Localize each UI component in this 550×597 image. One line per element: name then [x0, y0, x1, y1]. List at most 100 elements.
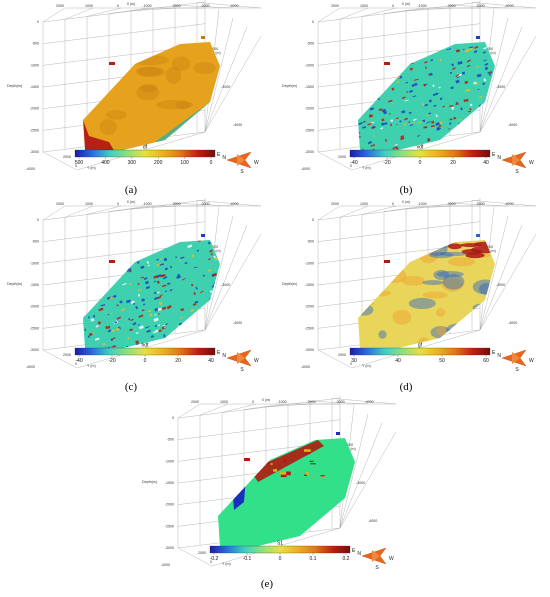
x-tick-label: 1000: [360, 202, 368, 206]
outlier-patch: [336, 432, 340, 435]
colorbar-tick-label: -40: [75, 358, 82, 364]
panel-e: 2000 1000 0 -1000 -2000 -3000 -4000 X (m) 0 -500 -…: [140, 396, 410, 578]
bottom-tick-label: 0: [75, 164, 77, 168]
colorbar-end-label: E: [217, 152, 221, 158]
y-tick-label: -4000: [233, 123, 242, 127]
fault-surface: [358, 36, 495, 152]
depth-axis-title: Depth(m): [282, 84, 297, 88]
depth-tick-label: -1000: [165, 459, 174, 463]
x-tick-label: -4000: [229, 202, 238, 206]
compass-south: S: [375, 565, 379, 571]
depth-tick-label: -2500: [30, 128, 39, 132]
depth-tick-label: -500: [307, 240, 314, 244]
outlier-patch: [201, 234, 205, 237]
compass-icon: N S W: [222, 151, 259, 175]
fault-surface: [218, 432, 355, 548]
x-tick-label: 0: [117, 202, 119, 206]
x-tick-label: 1000: [360, 4, 368, 8]
compass-north: N: [497, 155, 501, 161]
outlier-patch: [476, 234, 480, 237]
x-tick-label: -4000: [364, 400, 373, 404]
depth-tick-label: -1500: [30, 283, 39, 287]
depth-axis-title: Depth(m): [282, 282, 297, 286]
y-tick-label: -2000: [209, 245, 218, 249]
depth-tick-label: -1500: [305, 283, 314, 287]
x-tick-label: 0: [392, 4, 394, 8]
depth-tick-label: 0: [312, 20, 314, 24]
x-tick-label: -2000: [446, 202, 455, 206]
colorbar-tick-label: -20: [383, 160, 390, 166]
y-tick-label: -3000: [221, 85, 230, 89]
panel-d: 2000 1000 0 -1000 -2000 -3000 -4000 X (m) 0 -500 -…: [280, 198, 550, 380]
fault-surface: [83, 234, 220, 350]
outlier-patch: [244, 458, 250, 461]
depth-tick-label: -2000: [305, 107, 314, 111]
y-axis-title: Y (m): [212, 249, 221, 253]
y-tick-label: -4000: [508, 321, 517, 325]
colorbar-tick-label: 40: [208, 358, 214, 364]
x-tick-label: -2000: [446, 4, 455, 8]
panel-c-caption: (c): [124, 381, 138, 393]
depth-tick-label: -2500: [305, 326, 314, 330]
y-axis-title: Y (m): [487, 51, 496, 55]
depth-tick-label: -1000: [305, 261, 314, 265]
colorbar-tick-label: 60: [483, 358, 489, 364]
compass-north: N: [222, 155, 226, 161]
x-tick-label: 2000: [56, 202, 64, 206]
colorbar-tick-label: 200: [154, 160, 163, 166]
x-axis-title: X (m): [402, 2, 411, 6]
panel-b-caption: (b): [399, 184, 413, 196]
y-axis-title-bottom: Y (m): [87, 166, 96, 170]
panel-b: 2000 1000 0 -1000 -2000 -3000 -4000 X (m) 0 -500-…: [280, 0, 550, 182]
depth-tick-label: 0: [37, 218, 39, 222]
depth-tick-label: 0: [172, 416, 174, 420]
compass-icon: N S W: [497, 151, 534, 175]
colorbar-tick-label: 400: [101, 160, 110, 166]
colorbar-tick-label: 0: [144, 358, 147, 364]
colorbar-title: S1: [277, 541, 283, 547]
depth-tick-label: -1500: [165, 481, 174, 485]
x-tick-label: -2000: [171, 202, 180, 206]
colorbar: -0.2 -0.1 0 0.1 0.2 S1 E: [210, 541, 356, 563]
x-tick-label: 0: [252, 400, 254, 404]
bottom-tick-label: 2000: [338, 155, 346, 159]
x-tick-label: -4000: [504, 202, 513, 206]
y-tick-label: -4000: [508, 123, 517, 127]
y-tick-label: -4000: [368, 519, 377, 523]
x-tick-label: 2000: [331, 202, 339, 206]
panel-e-caption: (e): [260, 578, 274, 590]
colorbar-tick-label: -0.2: [210, 556, 219, 562]
depth-tick-label: -2500: [305, 128, 314, 132]
x-axis-title: X (m): [127, 2, 136, 6]
x-tick-label: -3000: [475, 4, 484, 8]
x-tick-label: -1000: [142, 202, 151, 206]
colorbar-title: gf: [418, 343, 423, 349]
x-tick-label: 1000: [220, 400, 228, 404]
depth-axis-title: Depth(m): [7, 282, 22, 286]
depth-tick-label: -1000: [30, 261, 39, 265]
depth-tick-label: -2000: [30, 305, 39, 309]
colorbar-tick-label: 40: [483, 160, 489, 166]
y-tick-label: -3000: [496, 85, 505, 89]
depth-tick-label: -2500: [30, 326, 39, 330]
depth-tick-label: -3000: [305, 348, 314, 352]
colorbar-tick-label: 20: [450, 160, 456, 166]
colorbar-tick-label: 0: [419, 160, 422, 166]
compass-west: W: [529, 358, 534, 364]
depth-tick-label: -2000: [30, 107, 39, 111]
depth-tick-label: -3000: [305, 150, 314, 154]
x-tick-label: -2000: [171, 4, 180, 8]
x-tick-label: 0: [117, 4, 119, 8]
bottom-tick-label: -4000: [301, 365, 310, 369]
outlier-patch: [109, 62, 115, 65]
y-axis-title-bottom: Y (m): [362, 364, 371, 368]
compass-west: W: [389, 556, 394, 562]
depth-tick-label: -500: [167, 438, 174, 442]
depth-tick-label: -2500: [165, 524, 174, 528]
bottom-tick-label: 2000: [63, 353, 71, 357]
x-tick-label: -4000: [229, 4, 238, 8]
